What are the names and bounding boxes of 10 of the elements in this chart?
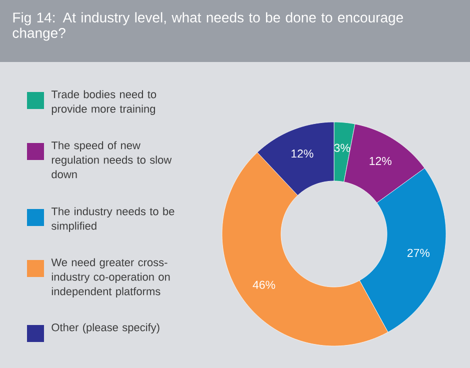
legend-label: The speed of new regulation needs to slow down bbox=[51, 141, 172, 178]
legend-label: The industry needs to be simplified bbox=[51, 207, 174, 232]
data-label: 27% bbox=[407, 248, 430, 257]
data-label: 12% bbox=[292, 150, 314, 158]
data-label: 46% bbox=[252, 280, 276, 289]
legend-label: Other (please specify) bbox=[52, 323, 160, 334]
legend-label: Trade bodies need to provide more training bbox=[51, 90, 156, 115]
chart-title: Fig 14: At industry level, what needs to be done to encourage change? bbox=[12, 12, 403, 41]
legend-label: We need greater cross-industry co-operation on independent platforms bbox=[51, 258, 170, 298]
data-label: 12% bbox=[370, 156, 392, 166]
